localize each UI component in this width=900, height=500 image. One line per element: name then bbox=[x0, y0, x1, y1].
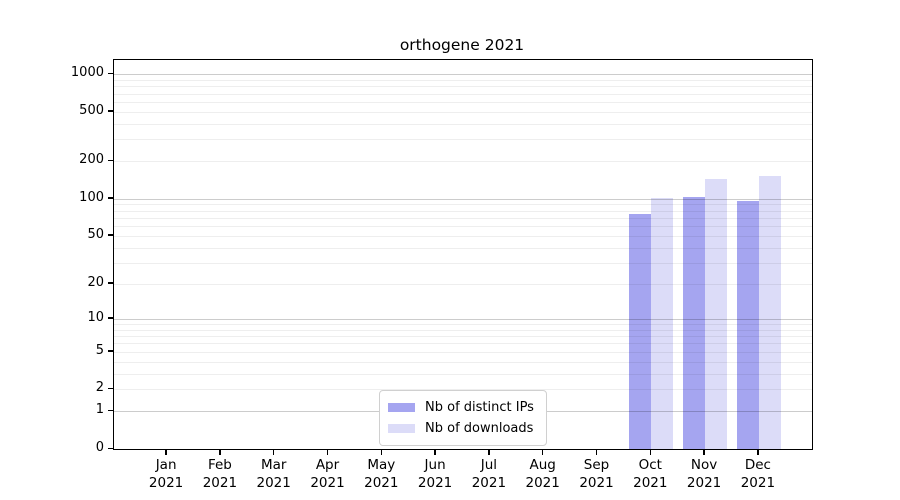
y-tick-label-50: 50 bbox=[87, 226, 104, 242]
plot-area: Nb of distinct IPs Nb of downloads bbox=[113, 59, 813, 450]
x-tick-mark-aug bbox=[542, 449, 544, 455]
x-tick-mark-jul bbox=[488, 449, 490, 455]
minor-gridline-800 bbox=[114, 86, 812, 88]
bar-nb-of-distinct-ips-oct bbox=[629, 214, 652, 449]
x-tick-mark-may bbox=[380, 449, 382, 455]
x-tick-mark-nov bbox=[703, 449, 705, 455]
x-tick-label-jan: Jan 2021 bbox=[148, 457, 184, 491]
minor-gridline-50 bbox=[114, 235, 812, 237]
minor-gridline-30 bbox=[114, 262, 812, 264]
y-tick-label-1: 1 bbox=[95, 402, 104, 418]
legend-item-downloads: Nb of downloads bbox=[388, 418, 538, 439]
minor-gridline-3 bbox=[114, 373, 812, 375]
y-tick-label-200: 200 bbox=[79, 152, 104, 168]
minor-gridline-6 bbox=[114, 343, 812, 345]
y-tick-label-1000: 1000 bbox=[70, 65, 104, 81]
chart-title: orthogene 2021 bbox=[399, 36, 525, 54]
x-tick-label-feb: Feb 2021 bbox=[202, 457, 238, 491]
x-tick-label-apr: Apr 2021 bbox=[310, 457, 345, 491]
y-tick-mark-0 bbox=[108, 447, 113, 449]
y-tick-label-20: 20 bbox=[87, 274, 104, 290]
x-tick-label-nov: Nov 2021 bbox=[686, 457, 722, 491]
y-tick-mark-1 bbox=[108, 409, 113, 412]
minor-gridline-5 bbox=[114, 351, 812, 353]
bar-nb-of-downloads-oct bbox=[651, 197, 674, 449]
major-gridline-10 bbox=[114, 318, 812, 320]
bar-nb-of-distinct-ips-nov bbox=[683, 196, 706, 449]
x-tick-label-mar: Mar 2021 bbox=[256, 457, 291, 491]
y-tick-mark-5 bbox=[108, 350, 113, 352]
minor-gridline-4 bbox=[114, 361, 812, 363]
y-tick-mark-500 bbox=[108, 110, 113, 112]
minor-gridline-900 bbox=[114, 79, 812, 81]
x-tick-label-oct: Oct 2021 bbox=[633, 457, 668, 491]
minor-gridline-80 bbox=[114, 210, 812, 212]
legend-label-downloads: Nb of downloads bbox=[425, 421, 534, 436]
major-gridline-100 bbox=[114, 198, 812, 200]
y-tick-label-10: 10 bbox=[87, 309, 104, 325]
legend: Nb of distinct IPs Nb of downloads bbox=[379, 390, 547, 446]
minor-gridline-7 bbox=[114, 336, 812, 338]
major-gridline-1000 bbox=[114, 74, 812, 76]
y-tick-mark-20 bbox=[108, 282, 113, 284]
x-tick-mark-sep bbox=[595, 449, 598, 455]
x-tick-mark-feb bbox=[219, 449, 221, 455]
minor-gridline-8 bbox=[114, 329, 812, 331]
y-tick-mark-1000 bbox=[108, 72, 113, 75]
minor-gridline-400 bbox=[114, 123, 812, 125]
x-tick-mark-jan bbox=[165, 449, 167, 455]
x-tick-label-sep: Sep 2021 bbox=[579, 457, 614, 491]
x-tick-mark-oct bbox=[649, 449, 651, 455]
bar-nb-of-downloads-dec bbox=[758, 176, 781, 449]
x-tick-mark-dec bbox=[757, 449, 759, 455]
legend-label-distinct-ips: Nb of distinct IPs bbox=[425, 400, 534, 415]
minor-gridline-500 bbox=[114, 111, 812, 113]
x-tick-label-jun: Jun 2021 bbox=[417, 457, 453, 491]
x-tick-mark-mar bbox=[273, 449, 275, 455]
y-tick-label-5: 5 bbox=[95, 342, 104, 358]
x-tick-label-aug: Aug 2021 bbox=[525, 457, 560, 491]
minor-gridline-600 bbox=[114, 101, 812, 103]
y-tick-mark-2 bbox=[108, 387, 113, 390]
minor-gridline-300 bbox=[114, 139, 812, 141]
minor-gridline-90 bbox=[114, 204, 812, 206]
bars-layer bbox=[114, 60, 812, 449]
y-tick-label-0: 0 bbox=[95, 440, 104, 455]
y-tick-mark-50 bbox=[108, 234, 113, 236]
y-tick-mark-200 bbox=[108, 159, 113, 162]
y-tick-label-100: 100 bbox=[79, 189, 104, 205]
legend-swatch-distinct-ips bbox=[388, 403, 415, 412]
y-tick-label-500: 500 bbox=[79, 102, 104, 118]
x-tick-mark-jun bbox=[434, 449, 436, 455]
minor-gridline-700 bbox=[114, 93, 812, 95]
bar-nb-of-distinct-ips-dec bbox=[736, 200, 759, 449]
minor-gridline-2 bbox=[114, 389, 812, 391]
bar-nb-of-downloads-nov bbox=[705, 179, 728, 449]
minor-gridline-70 bbox=[114, 217, 812, 219]
x-tick-label-jul: Jul 2021 bbox=[471, 457, 507, 491]
minor-gridline-20 bbox=[114, 283, 812, 285]
y-tick-mark-10 bbox=[108, 317, 113, 319]
y-tick-label-2: 2 bbox=[95, 380, 104, 396]
minor-gridline-60 bbox=[114, 226, 812, 227]
legend-swatch-downloads bbox=[388, 424, 415, 433]
minor-gridline-200 bbox=[114, 161, 812, 163]
minor-gridline-40 bbox=[114, 247, 812, 249]
minor-gridline-9 bbox=[114, 324, 812, 326]
x-tick-mark-apr bbox=[326, 449, 329, 455]
x-tick-label-may: May 2021 bbox=[364, 457, 399, 491]
x-tick-label-dec: Dec 2021 bbox=[740, 457, 776, 491]
legend-item-distinct-ips: Nb of distinct IPs bbox=[388, 397, 538, 418]
y-tick-mark-100 bbox=[108, 197, 113, 199]
